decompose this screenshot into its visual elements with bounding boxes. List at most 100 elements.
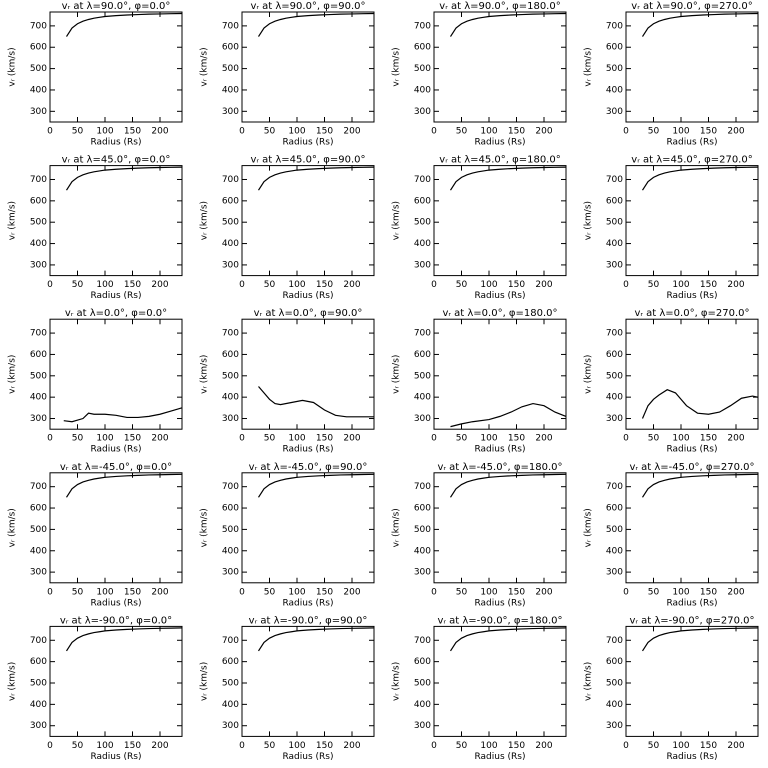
y-tick-label: 500: [414, 371, 431, 381]
x-tick-label: 200: [343, 434, 360, 444]
x-tick-label: 0: [431, 127, 437, 137]
x-tick-label: 0: [431, 434, 437, 444]
y-tick-label: 600: [222, 504, 239, 514]
panel: vᵣ at λ=-90.0°, φ=180.0° 0 50 100 150 200 300 4…: [392, 615, 567, 762]
y-tick-label: 600: [414, 43, 431, 53]
x-tick-label: 50: [456, 434, 468, 444]
panel-title: vᵣ at λ=-45.0°, φ=270.0°: [629, 462, 754, 473]
x-tick-label: 200: [535, 741, 552, 751]
y-tick-label: 400: [30, 85, 47, 95]
y-tick-label: 400: [30, 700, 47, 710]
y-tick-label: 500: [414, 679, 431, 689]
x-tick-label: 50: [72, 280, 84, 290]
y-tick-label: 500: [606, 371, 623, 381]
x-tick-label: 50: [648, 587, 660, 597]
x-tick-label: 150: [316, 741, 333, 751]
y-tick-label: 500: [606, 218, 623, 228]
x-tick-label: 150: [124, 434, 141, 444]
x-tick-label: 50: [264, 587, 276, 597]
x-tick-label: 200: [151, 127, 168, 137]
x-axis-label: Radius (Rs): [282, 598, 333, 608]
y-tick-label: 600: [30, 196, 47, 206]
x-tick-label: 100: [96, 434, 113, 444]
y-tick-label: 300: [414, 260, 431, 270]
y-tick-label: 700: [30, 636, 47, 646]
x-axis-label: Radius (Rs): [666, 752, 717, 762]
y-tick-label: 600: [414, 504, 431, 514]
y-tick-label: 700: [222, 175, 239, 185]
x-tick-label: 0: [47, 741, 53, 751]
y-axis-label: vᵣ (km/s): [8, 508, 18, 547]
y-tick-label: 400: [606, 700, 623, 710]
y-tick-label: 300: [414, 414, 431, 424]
x-tick-label: 100: [672, 741, 689, 751]
y-axis-label: vᵣ (km/s): [8, 355, 18, 394]
x-tick-label: 200: [343, 280, 360, 290]
x-tick-label: 100: [480, 434, 497, 444]
y-tick-label: 500: [414, 218, 431, 228]
y-tick-label: 500: [222, 525, 239, 535]
x-tick-label: 150: [124, 587, 141, 597]
panel-title: vᵣ at λ=90.0°, φ=0.0°: [62, 1, 171, 12]
y-tick-label: 500: [606, 679, 623, 689]
data-line: [65, 12, 183, 37]
panel-title: vᵣ at λ=-45.0°, φ=90.0°: [249, 462, 368, 473]
y-axis-label: vᵣ (km/s): [584, 355, 594, 394]
panel: vᵣ at λ=-90.0°, φ=90.0° 0 50 100 150 200 300 40…: [200, 615, 375, 762]
x-tick-label: 0: [239, 587, 245, 597]
x-axis-label: Radius (Rs): [666, 445, 717, 455]
x-tick-label: 200: [151, 280, 168, 290]
y-tick-label: 600: [414, 657, 431, 667]
panel: vᵣ at λ=0.0°, φ=180.0° 0 50 100 150 200 300 400…: [392, 308, 567, 455]
plot-frame: [49, 625, 183, 737]
panel-title: vᵣ at λ=-90.0°, φ=180.0°: [437, 615, 562, 626]
plot-frame: [241, 165, 375, 277]
x-tick-label: 200: [343, 127, 360, 137]
y-tick-label: 300: [606, 568, 623, 578]
y-tick-label: 700: [414, 21, 431, 31]
panel: vᵣ at λ=90.0°, φ=270.0° 0 50 100 150 200 300 40…: [584, 1, 759, 148]
plot-frame: [241, 318, 375, 430]
x-tick-label: 0: [239, 280, 245, 290]
y-axis-label: vᵣ (km/s): [392, 662, 402, 701]
y-tick-label: 300: [606, 107, 623, 117]
y-tick-label: 600: [606, 196, 623, 206]
x-tick-label: 50: [456, 127, 468, 137]
x-axis-label: Radius (Rs): [666, 598, 717, 608]
y-axis-label: vᵣ (km/s): [584, 201, 594, 240]
panel-title: vᵣ at λ=0.0°, φ=270.0°: [634, 308, 749, 319]
data-line: [641, 12, 759, 37]
y-tick-label: 400: [606, 239, 623, 249]
x-tick-label: 200: [151, 741, 168, 751]
panel-title: vᵣ at λ=90.0°, φ=90.0°: [250, 1, 365, 12]
x-tick-label: 150: [124, 127, 141, 137]
x-tick-label: 100: [672, 587, 689, 597]
panel: vᵣ at λ=45.0°, φ=0.0° 0 50 100 150 200 300 400 5…: [8, 155, 183, 301]
y-tick-label: 400: [606, 546, 623, 556]
panel: vᵣ at λ=45.0°, φ=270.0° 0 50 100 150 200 300 40…: [584, 155, 759, 301]
y-tick-label: 400: [222, 85, 239, 95]
panel: vᵣ at λ=45.0°, φ=180.0° 0 50 100 150 200 300 40…: [392, 155, 567, 301]
y-tick-label: 300: [414, 721, 431, 731]
y-axis-label: vᵣ (km/s): [392, 47, 402, 86]
panel: vᵣ at λ=0.0°, φ=270.0° 0 50 100 150 200 300 400…: [584, 308, 759, 455]
panel: vᵣ at λ=-45.0°, φ=180.0° 0 50 100 150 200 300 4…: [392, 462, 567, 608]
y-tick-label: 600: [414, 196, 431, 206]
x-tick-label: 100: [96, 280, 113, 290]
x-tick-label: 200: [727, 280, 744, 290]
x-tick-label: 100: [288, 587, 305, 597]
y-tick-label: 600: [606, 504, 623, 514]
x-tick-label: 0: [47, 280, 53, 290]
x-axis-label: Radius (Rs): [282, 445, 333, 455]
x-tick-label: 50: [648, 280, 660, 290]
y-tick-label: 700: [222, 482, 239, 492]
x-axis-label: Radius (Rs): [282, 291, 333, 301]
x-tick-label: 100: [480, 280, 497, 290]
x-tick-label: 0: [623, 127, 629, 137]
y-tick-label: 700: [606, 329, 623, 339]
x-tick-label: 150: [316, 434, 333, 444]
x-axis-label: Radius (Rs): [474, 445, 525, 455]
panel: vᵣ at λ=-45.0°, φ=270.0° 0 50 100 150 200 300 4…: [584, 462, 759, 608]
y-tick-label: 400: [222, 546, 239, 556]
y-tick-label: 300: [606, 721, 623, 731]
